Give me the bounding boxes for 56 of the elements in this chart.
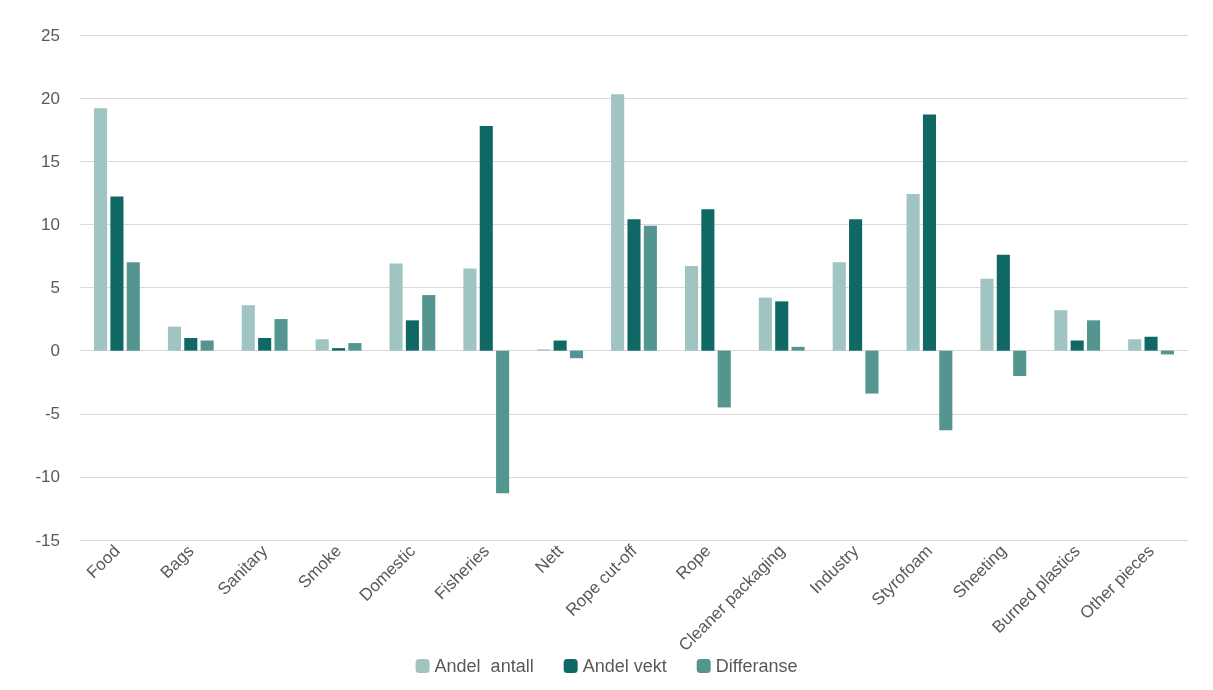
bar bbox=[463, 268, 477, 351]
bar bbox=[611, 94, 625, 351]
bar bbox=[422, 295, 436, 351]
bar bbox=[1054, 310, 1068, 351]
bar bbox=[906, 194, 920, 351]
y-tick-label: -5 bbox=[44, 404, 60, 424]
x-tick-label: Nett bbox=[531, 541, 568, 577]
bar bbox=[627, 219, 641, 351]
bar bbox=[1128, 339, 1142, 351]
bar bbox=[980, 278, 994, 351]
bar bbox=[922, 114, 937, 351]
bar bbox=[865, 350, 879, 394]
bar bbox=[1144, 336, 1158, 351]
bar bbox=[241, 305, 255, 351]
legend-label: Differanse bbox=[715, 656, 798, 676]
bar bbox=[996, 254, 1010, 351]
bar bbox=[717, 350, 731, 408]
bar bbox=[126, 262, 140, 351]
bar bbox=[939, 350, 953, 431]
y-tick-label: -10 bbox=[35, 467, 60, 487]
bar bbox=[200, 340, 214, 351]
y-tick-label: 20 bbox=[41, 88, 60, 108]
bar bbox=[110, 196, 124, 351]
bar bbox=[775, 301, 789, 351]
y-tick-label: -15 bbox=[35, 530, 60, 550]
bar bbox=[315, 339, 329, 351]
bar bbox=[569, 350, 584, 359]
bar bbox=[331, 348, 346, 351]
bar bbox=[167, 326, 181, 351]
bar bbox=[643, 225, 657, 351]
bar bbox=[348, 343, 362, 351]
y-tick-label: 25 bbox=[41, 25, 60, 45]
bar bbox=[832, 262, 846, 351]
bar bbox=[791, 346, 805, 351]
bar bbox=[405, 320, 419, 351]
bar bbox=[553, 340, 567, 351]
y-tick-label: 5 bbox=[50, 278, 60, 297]
bar bbox=[1070, 340, 1084, 351]
y-tick-label: 0 bbox=[50, 341, 60, 361]
y-tick-label: 15 bbox=[41, 151, 60, 171]
y-tick-label: 10 bbox=[41, 214, 60, 234]
bar bbox=[1087, 320, 1101, 351]
bar bbox=[758, 297, 772, 351]
bar bbox=[184, 338, 198, 351]
bar bbox=[389, 263, 403, 351]
bar bbox=[258, 338, 272, 351]
bar bbox=[701, 209, 715, 351]
bar bbox=[684, 266, 699, 351]
bar bbox=[1013, 350, 1027, 376]
bar bbox=[274, 319, 288, 351]
bar bbox=[849, 219, 863, 351]
legend-label: Andel antall bbox=[434, 656, 534, 676]
bar bbox=[94, 108, 108, 351]
legend-label: Andel vekt bbox=[582, 656, 667, 676]
bar bbox=[496, 350, 510, 494]
bar bbox=[479, 125, 493, 351]
